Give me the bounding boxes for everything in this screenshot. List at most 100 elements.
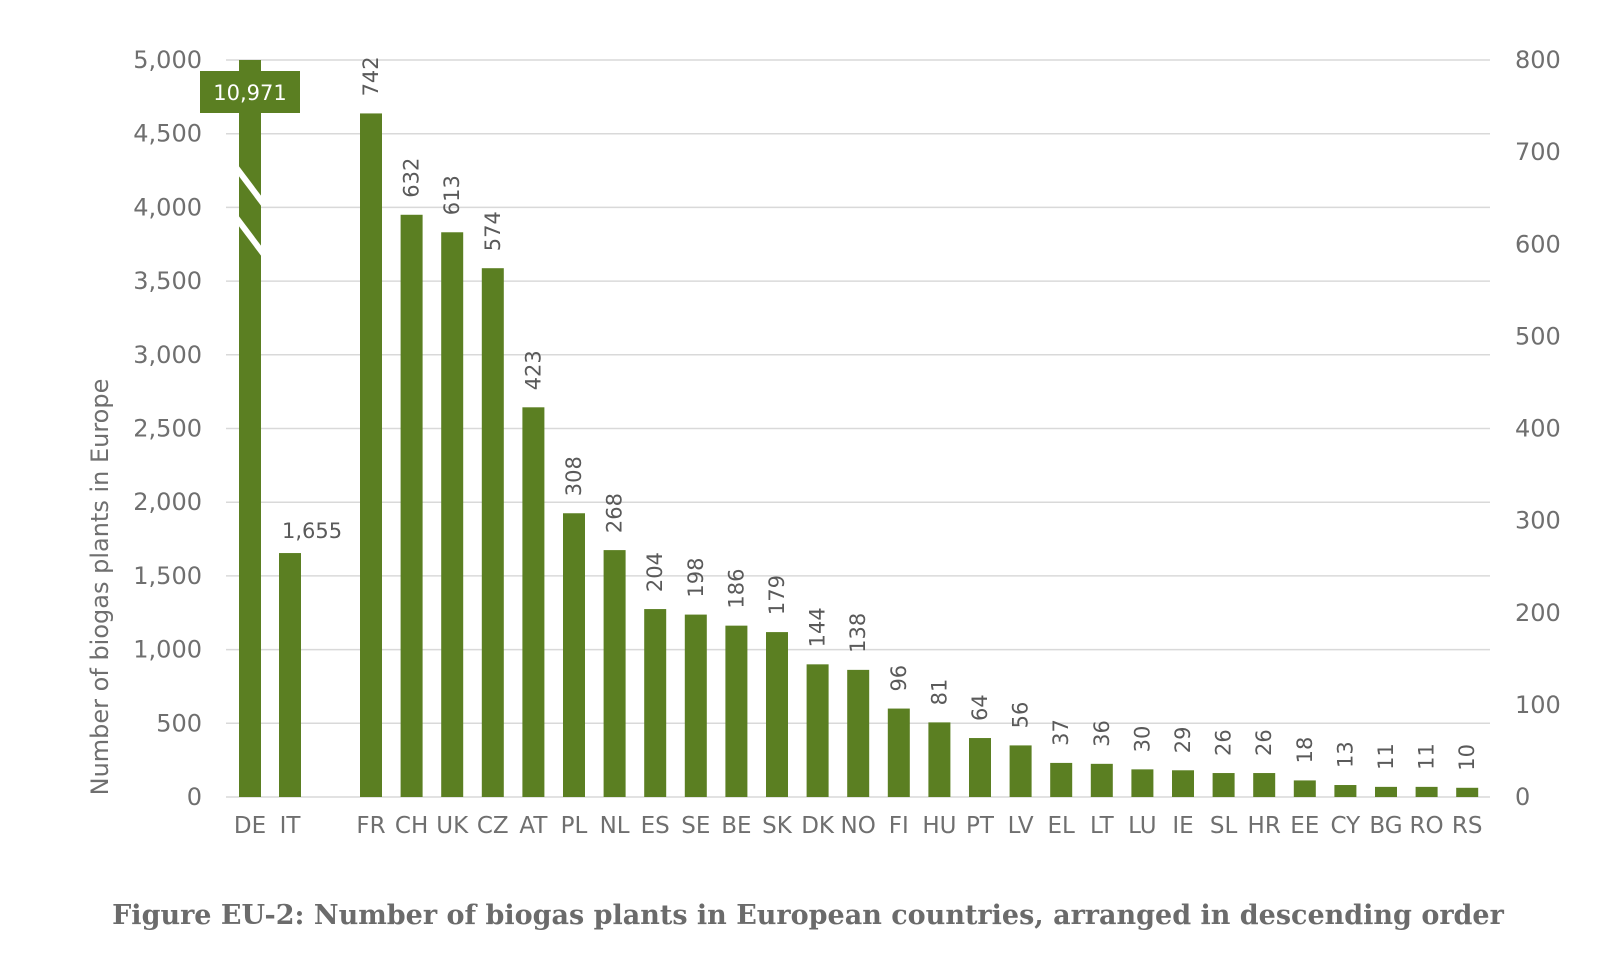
right-axis-ticks: 0 100 200 300 400 500 600 700 800 [1515,46,1561,811]
x-tick-label: CZ [477,813,509,839]
bar-nl [603,550,626,797]
data-label: 26 [1212,729,1236,756]
data-label: 37 [1049,719,1073,746]
bar-cz [481,268,504,797]
x-tick-label: DE [234,813,266,839]
x-tick-label: AT [519,813,548,839]
data-label: 18 [1293,737,1317,764]
x-tick-label: IT [280,813,302,839]
right-tick-label: 100 [1515,691,1561,719]
x-tick-label: EL [1048,813,1076,839]
left-tick-label: 1,500 [133,562,202,590]
data-label: 64 [968,694,992,721]
data-label: 423 [521,350,545,390]
bar-fi [887,708,910,797]
x-tick-label: NL [600,813,630,839]
left-tick-label: 1,000 [133,636,202,664]
x-axis-ticks: DE IT FR CH UK CZ AT PL NL ES SE BE SK DK NO FI HU PT LV EL… [234,813,1483,839]
x-tick-label: BG [1369,813,1402,839]
data-label: 1,655 [282,519,342,543]
x-tick-label: BE [721,813,751,839]
right-tick-label: 200 [1515,599,1561,627]
data-label: 36 [1090,720,1114,747]
data-label: 138 [846,613,870,653]
data-label: 186 [724,569,748,609]
x-tick-label: LV [1008,813,1034,839]
left-tick-label: 4,500 [133,120,202,148]
data-labels: 10,971 1,655 742 632 613 574 423 308 268 204 198 18… [200,56,1479,771]
data-label: 10 [1455,744,1479,771]
x-tick-label: IE [1172,813,1193,839]
x-tick-label: RS [1452,813,1483,839]
data-label: 10,971 [213,81,286,105]
left-axis-ticks: 0 500 1,000 1,500 2,000 2,500 3,000 3,500 4,000 4… [133,46,202,811]
bar-de [239,60,261,797]
data-label: 30 [1130,726,1154,753]
left-tick-label: 0 [187,783,202,811]
bar-ro [1415,786,1438,797]
x-tick-label: SK [762,813,793,839]
x-tick-label: HU [922,813,956,839]
data-label: 742 [359,56,383,96]
right-tick-label: 800 [1515,46,1561,74]
right-tick-label: 500 [1515,322,1561,350]
data-label: 81 [927,679,951,706]
left-tick-label: 3,500 [133,267,202,295]
bar-ee [1293,780,1316,797]
bars [238,60,1479,798]
data-label: 574 [481,211,505,251]
bar-sk [766,632,788,797]
x-tick-label: NO [841,813,876,839]
data-label: 11 [1415,743,1439,770]
x-tick-label: DK [801,813,835,839]
axis-break-mark [238,215,262,257]
data-label: 56 [1009,702,1033,729]
data-label: 308 [562,456,586,496]
data-label: 26 [1252,729,1276,756]
bar-it [279,553,301,797]
data-label: 96 [887,665,911,692]
right-tick-label: 300 [1515,507,1561,535]
x-tick-label: CY [1331,813,1362,839]
left-tick-label: 2,000 [133,488,202,516]
x-tick-label: SL [1210,813,1238,839]
bar-cy [1334,785,1357,797]
bar-lu [1131,769,1154,797]
bar-be [725,625,748,797]
x-tick-label: PT [966,813,995,839]
left-tick-label: 4,000 [133,193,202,221]
left-tick-label: 3,000 [133,341,202,369]
bar-fr [360,113,382,798]
x-tick-label: PL [561,813,588,839]
bar-dk [806,664,829,797]
data-label: 613 [440,175,464,215]
x-tick-label: EE [1290,813,1319,839]
bar-ch [400,214,423,797]
x-tick-label: CH [395,813,428,839]
data-label: 29 [1171,727,1195,754]
bar-label-box [200,71,300,113]
x-tick-label: ES [641,813,670,839]
x-tick-label: LU [1128,813,1157,839]
data-label: 13 [1333,741,1357,768]
data-label: 204 [643,552,667,592]
data-label: 198 [684,557,708,597]
bar-rs [1456,787,1479,797]
axis-break-mark [238,165,262,207]
figure-caption: Figure EU-2: Number of biogas plants in … [112,900,1504,931]
bar-es [644,609,667,797]
data-label: 268 [603,493,627,533]
bar-at [522,407,545,797]
x-tick-label: SE [681,813,710,839]
bar-lt [1090,763,1113,797]
left-tick-label: 500 [156,709,202,737]
right-tick-label: 400 [1515,415,1561,443]
x-tick-label: HR [1248,813,1281,839]
data-label: 11 [1374,743,1398,770]
bar-hr [1253,773,1276,797]
bar-ie [1172,770,1194,797]
left-tick-label: 5,000 [133,46,202,74]
bar-hu [928,722,951,797]
gridlines [226,59,1490,798]
